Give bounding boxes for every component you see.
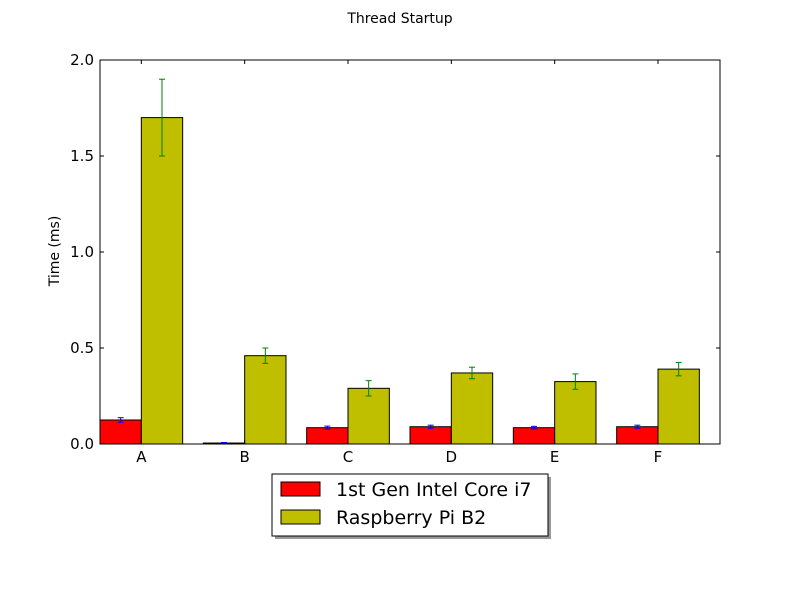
error-bar-series1-A	[117, 417, 124, 423]
y-tick-label: 1.5	[70, 147, 94, 165]
bar-series2-D	[450, 372, 494, 445]
error-bar-series1-D	[427, 424, 434, 429]
x-tick-label-A: A	[136, 448, 147, 466]
bar-series1-A	[99, 419, 142, 445]
x-axis-ticks: A B C D E F	[136, 60, 662, 466]
y-tick-label: 1.0	[70, 243, 94, 261]
error-bar-series2-D	[469, 366, 475, 380]
bar-series2-C	[347, 387, 390, 445]
bars-layer	[99, 117, 700, 445]
bar-series2-B	[244, 355, 287, 445]
error-bar-series1-C	[324, 425, 331, 430]
x-tick-label-D: D	[446, 448, 458, 466]
bar-series1-F	[616, 426, 659, 445]
bar-series1-E	[512, 427, 556, 445]
legend: 1st Gen Intel Core i7 Raspberry Pi B2	[271, 473, 551, 539]
y-tick-label: 0.5	[70, 339, 94, 357]
error-bar-series1-E	[531, 425, 537, 430]
error-bar-series2-B	[262, 347, 269, 364]
x-tick-label-E: E	[550, 448, 559, 466]
y-axis-ticks: 0.0 0.5 1.0 1.5 2.0	[70, 51, 720, 453]
legend-label-series2: Raspberry Pi B2	[336, 507, 486, 529]
bar-series2-A	[140, 117, 184, 445]
y-tick-label: 2.0	[70, 51, 94, 69]
x-tick-label-C: C	[343, 448, 353, 466]
bar-series1-C	[306, 427, 349, 445]
plot-area-frame	[99, 59, 721, 445]
legend-label-series1: 1st Gen Intel Core i7	[336, 479, 531, 501]
error-bar-series1-F	[634, 424, 641, 429]
bar-series1-D	[409, 426, 452, 445]
error-bar-series2-E	[572, 373, 579, 390]
error-bar-series2-F	[675, 361, 682, 377]
y-axis-label: Time (ms)	[47, 216, 63, 288]
error-bars-layer	[117, 78, 682, 445]
x-tick-label-B: B	[240, 448, 250, 466]
error-bar-series2-A	[159, 78, 165, 157]
bar-series2-F	[657, 368, 700, 445]
bar-series2-E	[554, 381, 597, 445]
error-bar-series2-C	[365, 380, 372, 397]
y-tick-label: 0.0	[70, 435, 94, 453]
chart-title: Thread Startup	[346, 11, 452, 27]
legend-swatch-series2	[280, 509, 321, 525]
legend-swatch-series1	[280, 481, 321, 497]
x-tick-label-F: F	[654, 448, 663, 466]
